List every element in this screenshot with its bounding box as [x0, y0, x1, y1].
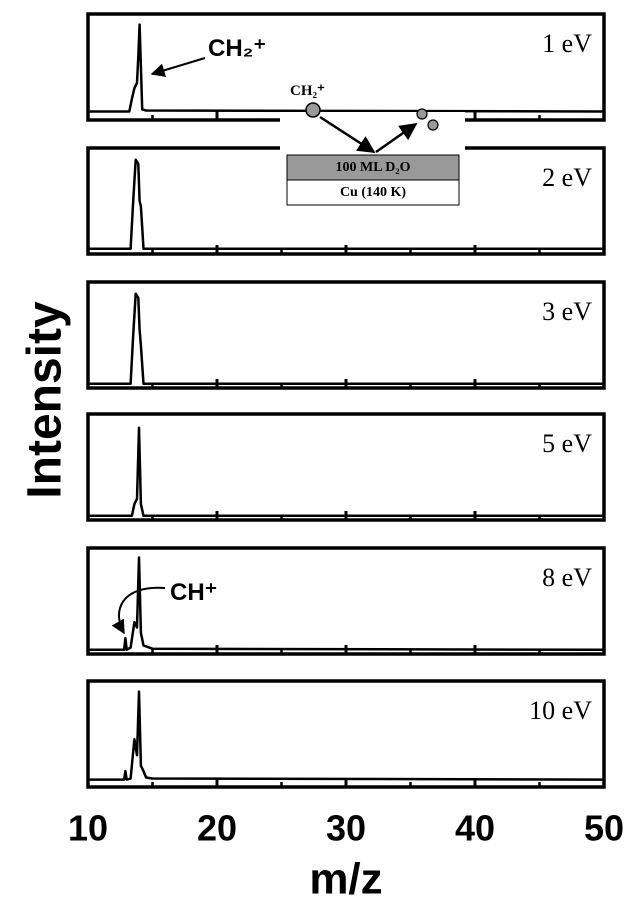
x-tick-label: 30 — [326, 808, 366, 849]
spectrum-line — [88, 556, 605, 652]
spectrum-line — [88, 426, 604, 518]
inset: CH₂⁺ 100 ML D₂O Cu (140 K) — [280, 83, 465, 206]
panel-frame — [86, 679, 606, 789]
outgoing-arrow — [375, 122, 418, 154]
spectrum-line — [88, 23, 605, 113]
layer-label: 100 ML D₂O — [336, 160, 411, 175]
inset-ion-label: CH₂⁺ — [290, 83, 325, 99]
x-axis-label: m/z — [309, 855, 382, 904]
panel-label: 1 eV — [542, 29, 592, 58]
spectrum-line — [88, 690, 605, 781]
panel-frame — [86, 12, 606, 122]
substrate-box — [286, 179, 460, 206]
annotation-arrow — [111, 586, 166, 635]
inset-cover — [280, 112, 465, 154]
product-icon — [416, 108, 428, 120]
peak-annotation: CH₂⁺ — [208, 35, 266, 62]
panel-frame — [86, 546, 606, 656]
panel-label: 3 eV — [542, 297, 592, 326]
spectrum-line — [88, 158, 604, 250]
ion-icon — [305, 102, 321, 118]
spectrum-line — [88, 292, 604, 386]
substrate-label: Cu (140 K) — [340, 185, 406, 200]
x-tick-label: 50 — [584, 808, 624, 849]
annotation-arrow — [150, 57, 206, 78]
x-tick-label: 40 — [455, 808, 495, 849]
x-tick-label: 10 — [68, 808, 108, 849]
panel-label: 2 eV — [542, 163, 592, 192]
panel-frame — [86, 280, 606, 390]
incoming-arrow — [319, 115, 376, 154]
y-axis-label: Intensity — [19, 301, 72, 499]
product-icon — [427, 119, 439, 131]
panel-label: 10 eV — [529, 696, 592, 725]
panel-frame — [86, 412, 606, 522]
panel-label: 8 eV — [542, 563, 592, 592]
peak-annotation: CH⁺ — [170, 579, 217, 606]
x-tick-label: 20 — [197, 808, 237, 849]
layer-box — [286, 154, 460, 181]
panel-label: 5 eV — [542, 429, 592, 458]
